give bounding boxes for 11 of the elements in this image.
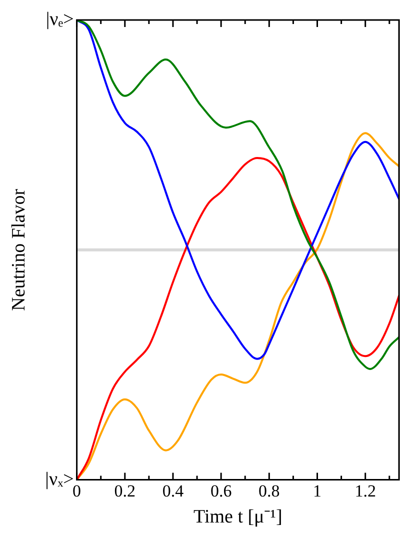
y-axis-title: Neutrino Flavor [8,188,30,311]
x-tick-label: 1 [313,481,322,500]
x-tick-label: 0.2 [114,481,136,500]
x-tick-label: 0.8 [258,481,280,500]
annotation: |νₑ> [46,8,74,30]
x-axis-title: Time t [μ⁻¹] [194,506,282,528]
annotation: |νₓ> [45,468,74,490]
x-tick-label: 1.2 [354,481,376,500]
x-tick-label: 0.6 [210,481,232,500]
x-tick-label: 0 [72,481,82,500]
x-tick-label: 0.4 [162,481,184,500]
